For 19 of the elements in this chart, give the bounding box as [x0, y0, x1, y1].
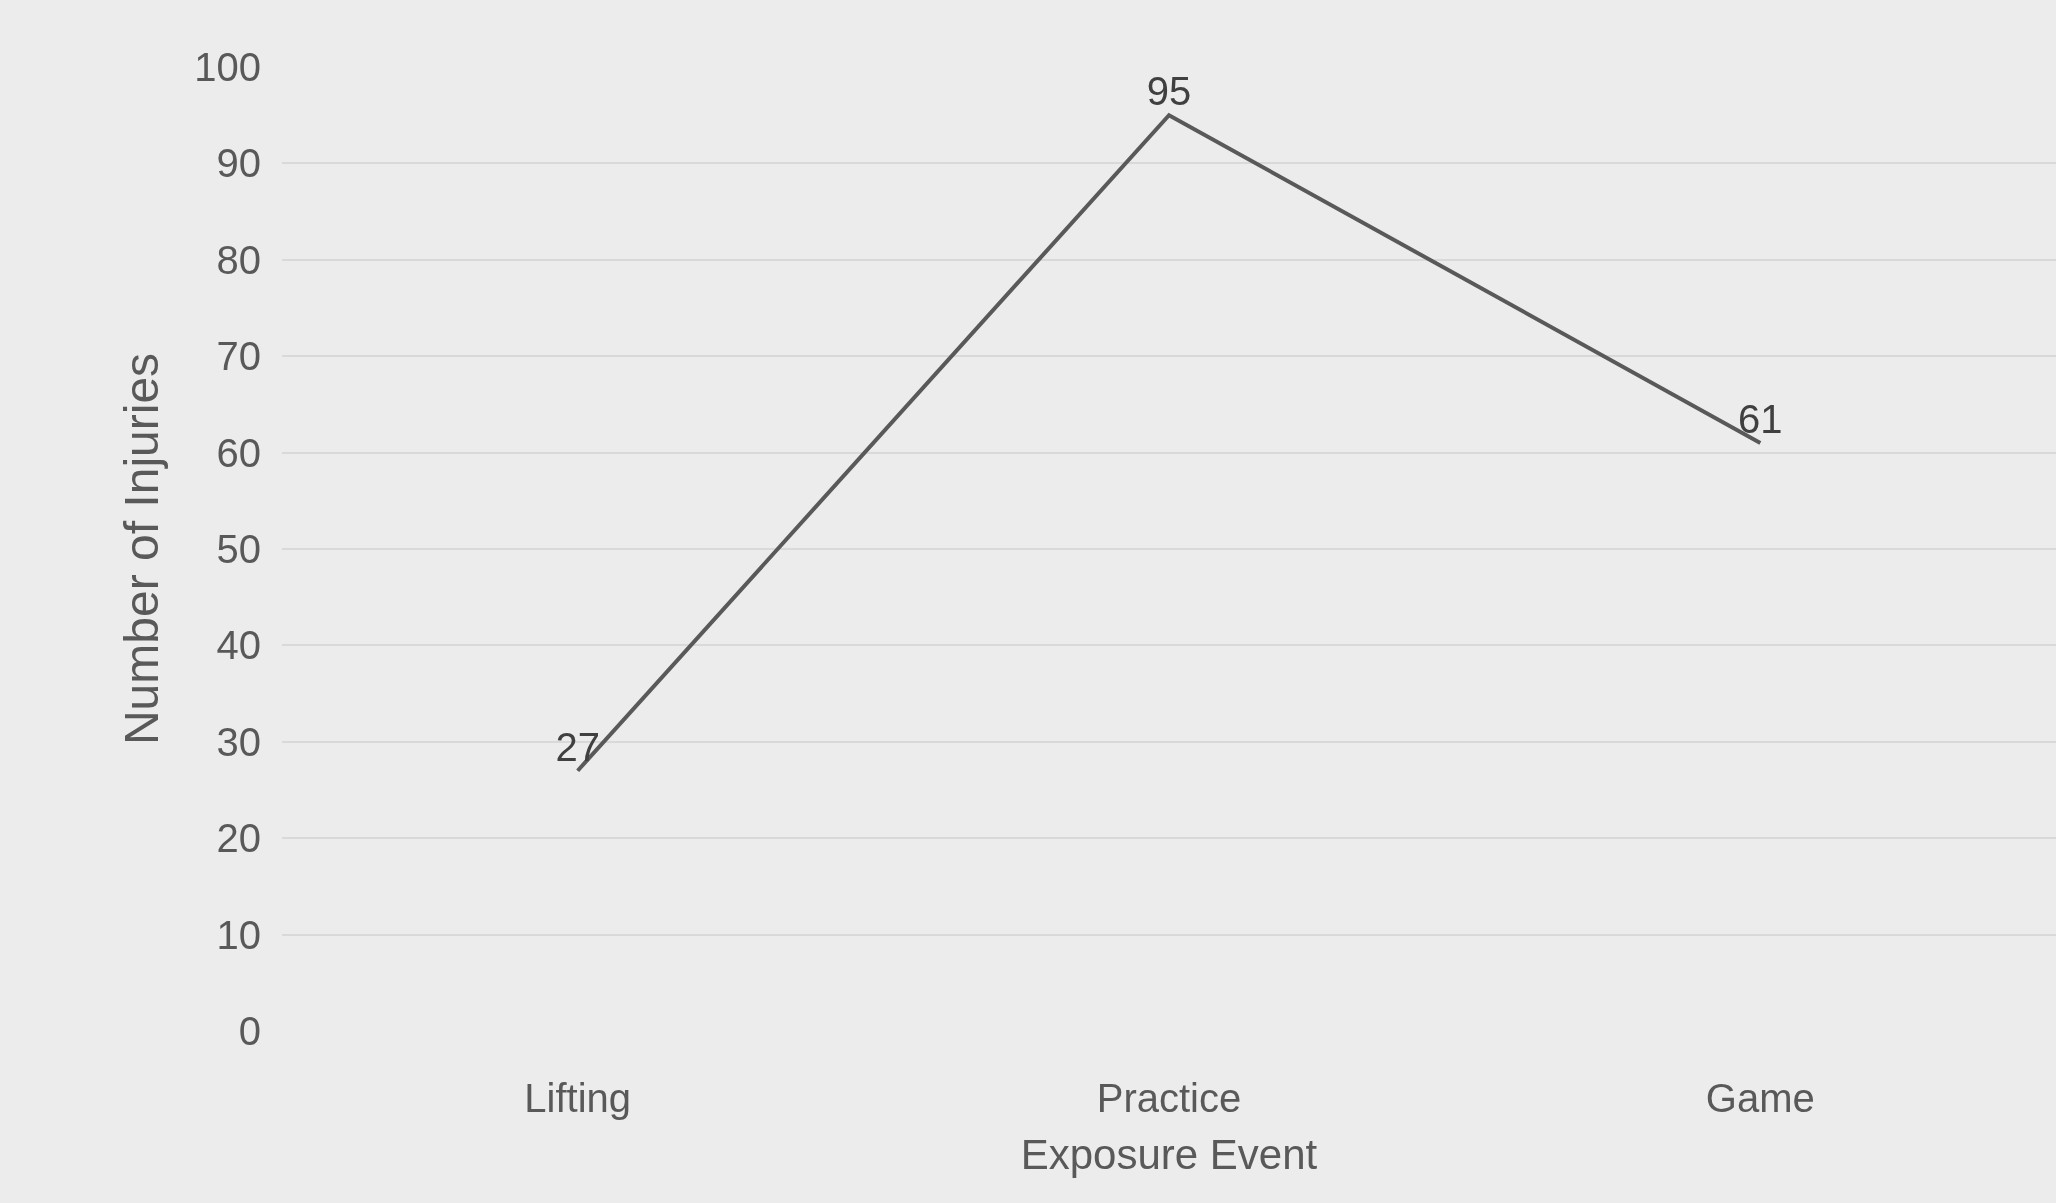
y-tick-label: 30	[216, 719, 261, 764]
y-tick-label: 70	[216, 334, 261, 379]
y-tick-label: 0	[238, 1009, 261, 1053]
x-tick-label: Game	[1705, 1076, 1815, 1120]
data-label: 27	[555, 724, 600, 769]
y-tick-label: 60	[216, 430, 261, 475]
x-tick-label: Lifting	[524, 1076, 632, 1120]
y-tick-label: 10	[216, 912, 261, 957]
data-label: 61	[1738, 396, 1783, 441]
data-label: 95	[1146, 69, 1192, 114]
x-tick-label: Practice	[1096, 1076, 1242, 1120]
y-tick-label: 90	[216, 141, 261, 186]
y-axis-title: Number of Injuries	[114, 352, 168, 746]
y-tick-label: 100	[194, 45, 261, 89]
x-axis-title: Exposure Event	[1020, 1130, 1318, 1178]
y-tick-label: 50	[216, 527, 261, 571]
y-tick-label: 40	[216, 623, 261, 668]
y-tick-label: 20	[216, 816, 261, 861]
y-tick-label: 80	[216, 237, 261, 282]
